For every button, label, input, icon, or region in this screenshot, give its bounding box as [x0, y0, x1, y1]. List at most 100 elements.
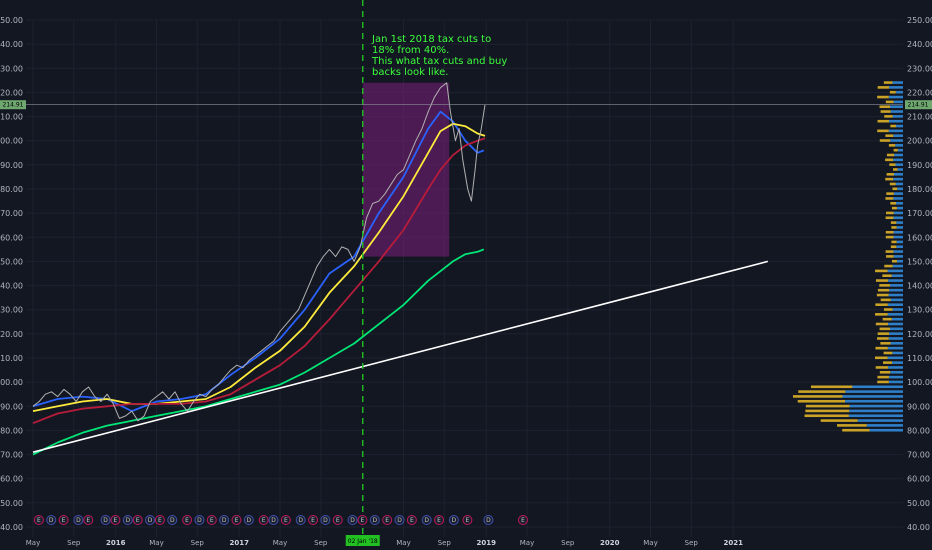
volume-bar-up [889, 86, 903, 89]
y-tick-label-left: 70.00 [0, 451, 23, 460]
volume-bar-up [890, 342, 903, 345]
event-badge-letter: D [298, 517, 303, 524]
volume-bar-down [889, 163, 896, 166]
annotation-line-1: Jan 1st 2018 tax cuts to [371, 34, 491, 45]
event-badge-letter: D [49, 517, 54, 524]
event-badge-letter: D [103, 517, 108, 524]
event-badge-letter: D [247, 517, 252, 524]
event-badge [394, 515, 405, 525]
y-tick-label-left: 190.00 [0, 161, 23, 170]
x-tick-label: Sep [438, 539, 452, 547]
volume-bar-down [810, 385, 853, 389]
volume-bar-up [845, 390, 903, 393]
volume-bar-up [888, 293, 903, 297]
event-badge-letter: D [323, 517, 328, 524]
volume-bar-up [893, 192, 903, 195]
y-tick-label-right: 110.00 [907, 354, 932, 363]
volume-bar-down [875, 313, 888, 316]
volume-bar-up [892, 264, 903, 268]
volume-bar-up [888, 279, 903, 282]
volume-bar-up [890, 139, 903, 142]
x-tick-label: 2017 [230, 539, 250, 547]
event-badge [122, 515, 133, 525]
event-badge [357, 515, 368, 525]
volume-bar-up [896, 240, 903, 244]
event-badge [483, 515, 494, 525]
event-badge [58, 515, 69, 525]
event-badge-letter: E [521, 517, 525, 524]
x-tick-label: May [149, 539, 163, 547]
volume-bar-up [895, 182, 903, 186]
volume-bar-up [892, 81, 903, 84]
volume-bar-up [896, 226, 903, 229]
event-badge-letter: E [361, 517, 365, 524]
volume-bar-up [890, 327, 903, 331]
event-badge-letter: E [158, 517, 162, 524]
volume-bar-down [885, 158, 894, 162]
volume-bar-down [886, 153, 895, 157]
volume-bar-up [894, 153, 903, 157]
volume-bar-up [889, 288, 903, 292]
volume-bar-up [893, 216, 903, 220]
volume-bar-down [889, 182, 896, 186]
date-marker-badge: 02 Jan '18 [345, 535, 380, 546]
annotation-line-4: backs look like. [372, 67, 448, 78]
y-tick-label-right: 230.00 [907, 64, 932, 73]
y-tick-label-left: 170.00 [0, 209, 23, 218]
event-badge [231, 515, 242, 525]
event-badge-letter: D [222, 517, 227, 524]
volume-bar-down [877, 337, 889, 340]
volume-bar-down [891, 240, 897, 244]
event-badge [347, 515, 358, 525]
volume-bar-up [888, 129, 903, 133]
volume-bar-down [820, 419, 858, 422]
event-badge-letter: E [136, 517, 140, 524]
date-marker-badge-bg [345, 535, 380, 546]
event-badge-letter: E [336, 517, 340, 524]
volume-bar-down [886, 255, 894, 258]
volume-bar-down [885, 230, 894, 234]
volume-bar-up [889, 332, 903, 335]
volume-bar-down [884, 264, 893, 268]
series-layer [32, 82, 769, 456]
volume-bar-down [889, 90, 896, 94]
x-tick-label: Sep [191, 539, 205, 547]
volume-bar-up [887, 366, 903, 369]
volume-bar-up [866, 424, 903, 427]
y-tick-label-left: 240.00 [0, 40, 23, 49]
volume-bar-up [869, 428, 903, 432]
volume-bar-down [885, 235, 894, 239]
volume-bar-up [897, 187, 903, 191]
volume-bar-up [891, 361, 903, 364]
volume-bar-up [893, 158, 903, 162]
event-badge [421, 515, 432, 525]
x-tick-label: 2021 [724, 539, 744, 547]
volume-bar-up [893, 211, 903, 215]
y-tick-label-right: 40.00 [907, 523, 930, 532]
event-badge-letter: E [284, 517, 288, 524]
volume-bar-up [849, 404, 903, 408]
y-tick-label-left: 90.00 [0, 402, 23, 411]
annotation: Jan 1st 2018 tax cuts to 18% from 40%. T… [371, 34, 507, 78]
price-line [32, 82, 486, 422]
event-badge [320, 515, 331, 525]
series-line-5 [32, 260, 769, 453]
volume-bar-down [798, 390, 846, 393]
event-badge-letter: D [452, 517, 457, 524]
volume-bar-up [887, 356, 903, 360]
volume-bar-down [877, 86, 890, 89]
volume-bar-up [896, 124, 903, 128]
y-tick-label-right: 240.00 [907, 40, 932, 49]
y-tick-label-left: 60.00 [0, 475, 23, 484]
volume-bar-down [842, 428, 870, 432]
volume-bar-up [887, 269, 903, 273]
volume-bar-down [885, 250, 894, 253]
event-badge [462, 515, 473, 525]
event-badge [258, 515, 269, 525]
volume-bar-down [875, 322, 889, 326]
volume-bar-down [875, 346, 888, 350]
event-badge [295, 515, 306, 525]
